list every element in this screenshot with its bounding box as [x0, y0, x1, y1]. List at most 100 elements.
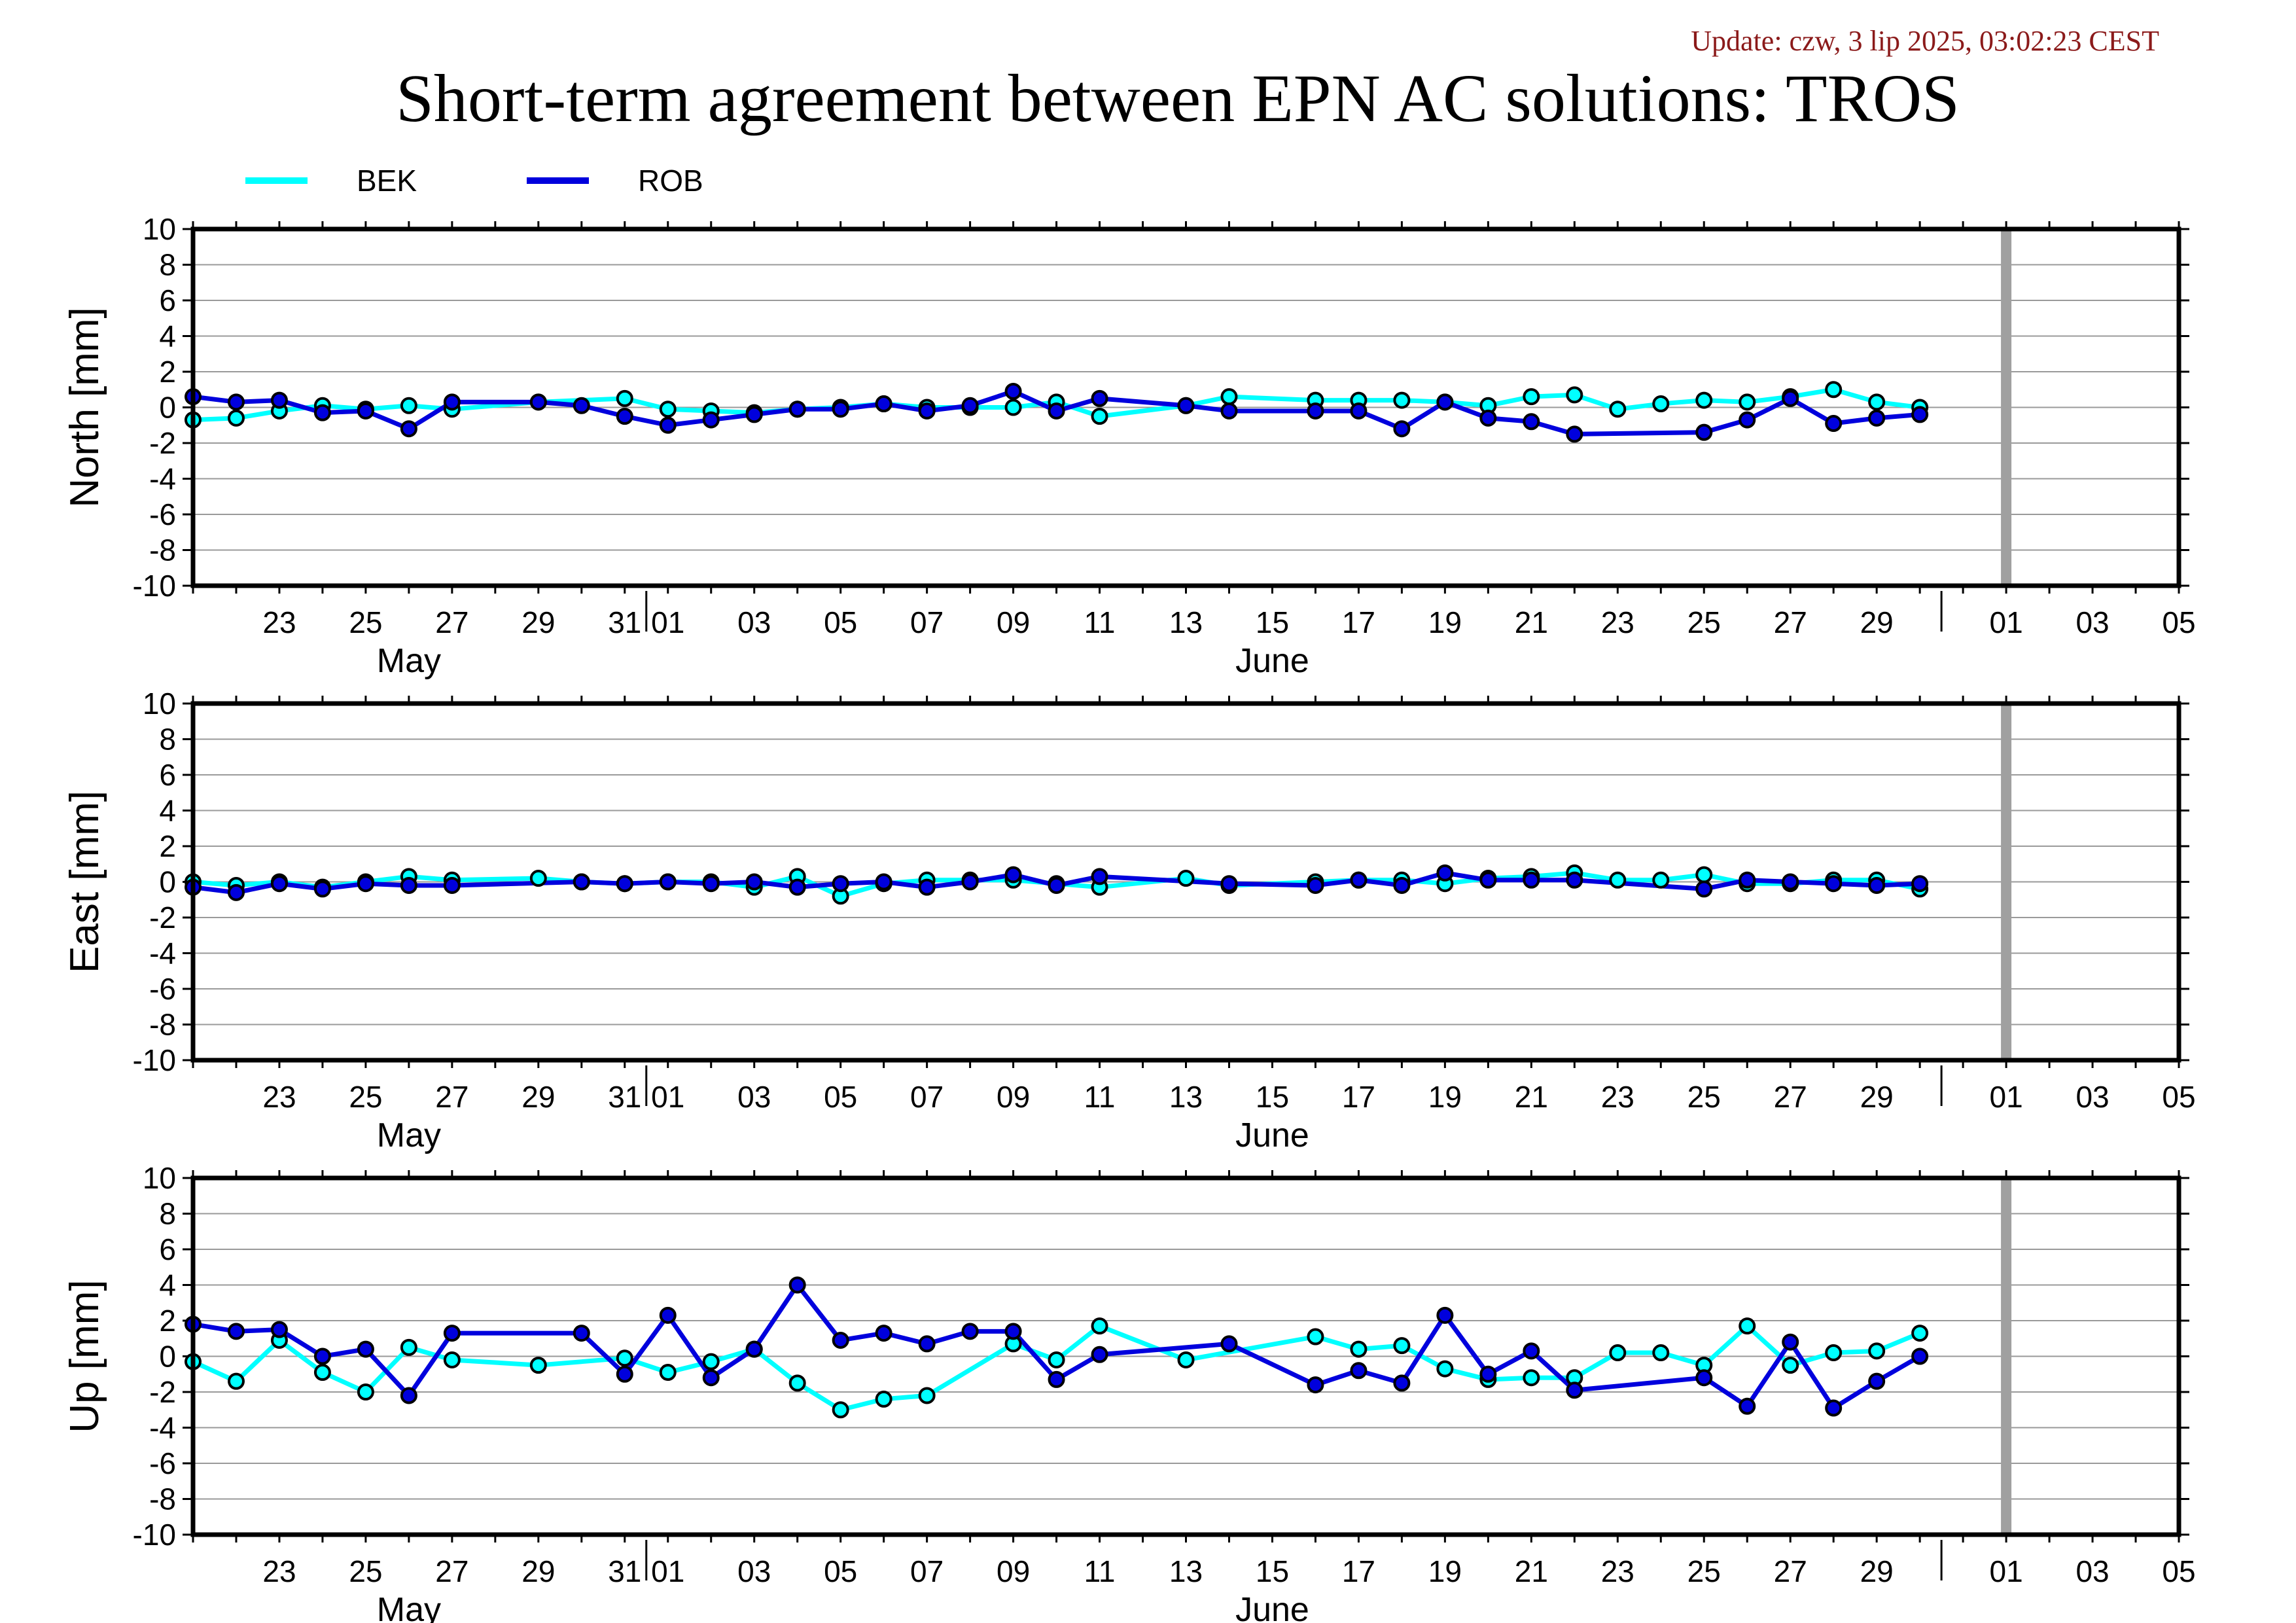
data-point-rob — [1479, 409, 1497, 427]
series-line-rob — [192, 870, 1920, 895]
x-tick-label: 21 — [1515, 1080, 1548, 1114]
x-tick-label: 29 — [1860, 1080, 1894, 1114]
data-point-rob — [400, 876, 417, 894]
data-point-rob — [1436, 1306, 1454, 1324]
data-point-bek — [659, 401, 677, 418]
data-point-rob — [788, 401, 806, 418]
data-point-rob — [1868, 409, 1886, 427]
x-tick-label: 03 — [737, 1080, 771, 1114]
data-point-bek — [1350, 1340, 1368, 1358]
x-tick-label: 05 — [824, 605, 857, 639]
data-point-bek — [1609, 401, 1627, 418]
x-tick-label: 13 — [1169, 1554, 1203, 1588]
x-tick-label: 27 — [435, 1554, 468, 1588]
y-tick-label: -10 — [133, 569, 176, 603]
x-tick-label: 25 — [349, 1080, 382, 1114]
data-point-bek — [529, 1357, 547, 1374]
data-point-rob — [1220, 875, 1238, 893]
data-point-rob — [313, 1347, 331, 1365]
x-tick-label: 07 — [910, 1080, 944, 1114]
data-point-bek — [227, 409, 245, 427]
data-point-rob — [788, 1276, 806, 1294]
data-point-rob — [875, 873, 892, 891]
data-point-bek — [357, 1383, 374, 1400]
data-point-rob — [227, 393, 245, 411]
data-point-rob — [1307, 876, 1324, 894]
data-point-rob — [1436, 864, 1454, 882]
y-tick-label: 10 — [143, 687, 176, 721]
data-point-bek — [1523, 1369, 1540, 1387]
data-point-rob — [1004, 1323, 1022, 1340]
data-point-rob — [659, 416, 677, 434]
data-point-rob — [918, 878, 936, 896]
x-tick-label: 31 — [608, 1080, 641, 1114]
y-tick-label: 0 — [159, 1340, 176, 1374]
x-tick-label: 19 — [1428, 1080, 1462, 1114]
data-point-rob — [1307, 402, 1324, 419]
data-point-rob — [1479, 1365, 1497, 1383]
data-point-rob — [1393, 876, 1411, 894]
data-point-rob — [227, 1323, 245, 1340]
data-point-rob — [400, 1387, 417, 1404]
x-tick-label: 29 — [521, 605, 555, 639]
y-tick-label: 2 — [159, 829, 176, 863]
data-point-bek — [400, 1338, 417, 1356]
data-point-rob — [1307, 1376, 1324, 1394]
data-point-rob — [1566, 871, 1583, 889]
data-point-rob — [961, 1323, 979, 1340]
y-tick-label: 2 — [159, 1304, 176, 1338]
data-point-bek — [1695, 391, 1713, 409]
x-tick-label: 01 — [1990, 1080, 2023, 1114]
data-point-bek — [1825, 1344, 1843, 1362]
data-point-bek — [1004, 399, 1022, 416]
x-tick-label: 19 — [1428, 1554, 1462, 1588]
month-label: June — [1235, 642, 1309, 680]
x-tick-label: 03 — [2075, 1080, 2109, 1114]
data-point-rob — [1091, 389, 1108, 407]
y-tick-label: 8 — [159, 1197, 176, 1231]
data-point-rob — [788, 878, 806, 896]
x-tick-label: 09 — [997, 605, 1030, 639]
y-tick-label: -2 — [149, 426, 176, 460]
x-tick-label: 01 — [651, 1080, 684, 1114]
data-point-bek — [1523, 388, 1540, 406]
data-point-rob — [1004, 382, 1022, 400]
data-point-bek — [918, 1387, 936, 1404]
y-tick-label: -2 — [149, 901, 176, 935]
y-tick-label: 4 — [159, 319, 176, 353]
data-point-bek — [1177, 1351, 1195, 1368]
x-tick-label: 23 — [262, 605, 296, 639]
x-tick-label: 23 — [1601, 1080, 1634, 1114]
data-point-rob — [1911, 875, 1929, 893]
data-point-bek — [1825, 381, 1843, 399]
month-label: May — [377, 1116, 441, 1154]
data-point-rob — [270, 875, 288, 893]
data-point-rob — [1911, 406, 1929, 423]
data-point-bek — [1652, 1344, 1670, 1362]
data-point-rob — [1004, 866, 1022, 883]
y-tick-label: 8 — [159, 722, 176, 757]
x-tick-label: 01 — [651, 605, 684, 639]
data-point-bek — [1307, 1328, 1324, 1346]
data-point-bek — [659, 1364, 677, 1382]
data-point-rob — [918, 1335, 936, 1353]
data-point-rob — [443, 393, 461, 411]
x-tick-label: 21 — [1515, 1554, 1548, 1588]
data-point-rob — [1523, 413, 1540, 431]
data-point-bek — [443, 1351, 461, 1368]
y-tick-label: -4 — [149, 936, 176, 971]
data-point-rob — [1048, 402, 1065, 419]
y-tick-label: -6 — [149, 497, 176, 531]
data-point-rob — [357, 1340, 374, 1358]
data-point-rob — [1825, 1399, 1843, 1417]
data-point-rob — [832, 875, 849, 893]
data-point-rob — [832, 1331, 849, 1349]
data-point-bek — [832, 1401, 849, 1419]
x-tick-label: 05 — [2162, 605, 2195, 639]
data-point-rob — [1782, 1333, 1799, 1351]
data-point-rob — [616, 408, 633, 425]
